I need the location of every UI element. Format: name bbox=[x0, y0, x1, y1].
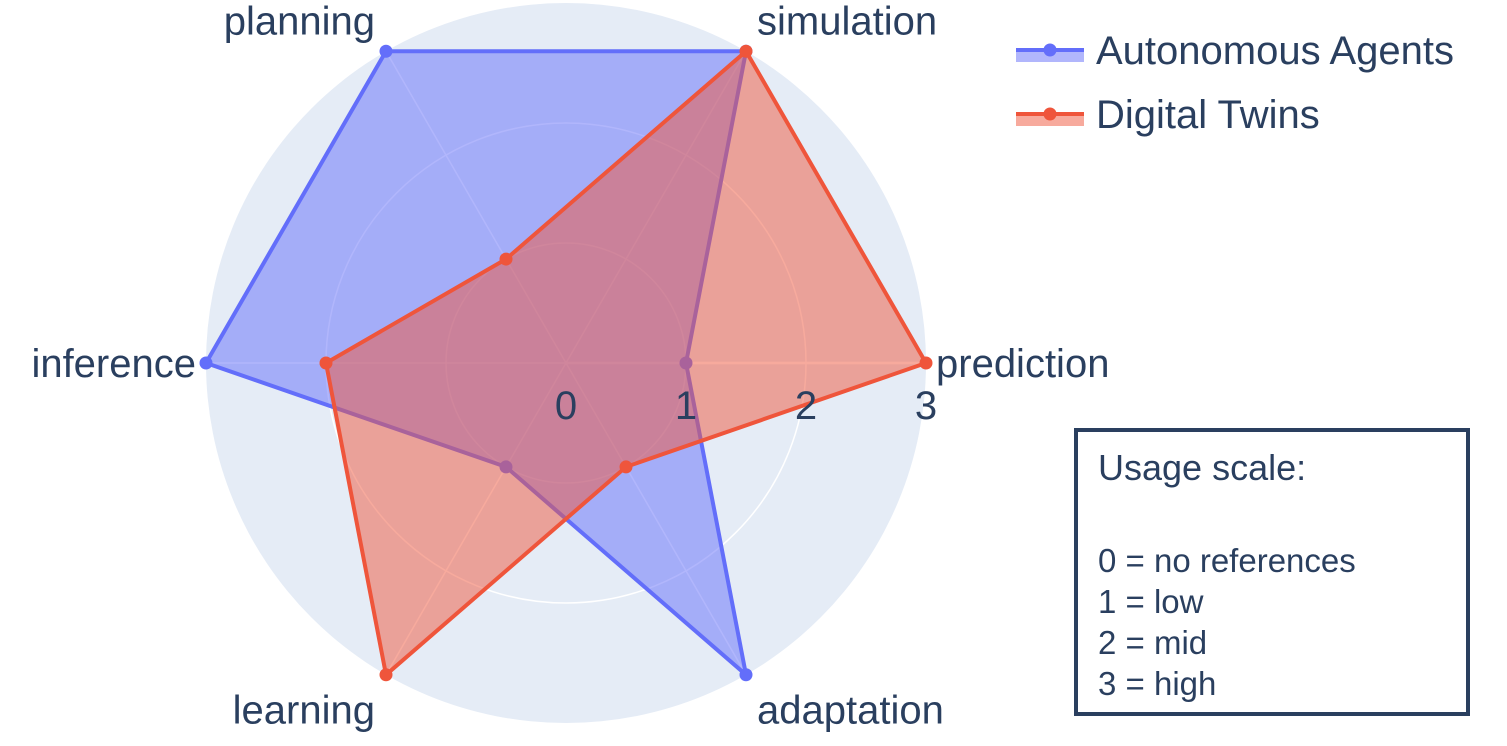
axis-label-adaptation: adaptation bbox=[757, 688, 944, 732]
legend-item-digital-twins[interactable]: Digital Twins bbox=[1016, 93, 1320, 137]
point-digital-twins-prediction bbox=[919, 356, 933, 370]
point-digital-twins-adaptation bbox=[619, 460, 633, 474]
legend-marker-digital-twins bbox=[1043, 107, 1057, 121]
legend-marker-autonomous-agents bbox=[1043, 43, 1057, 57]
usage-scale-title: Usage scale: bbox=[1098, 447, 1307, 488]
axis-label-inference: inference bbox=[31, 342, 196, 386]
point-digital-twins-inference bbox=[319, 356, 333, 370]
angular-axis-labels: prediction simulation planning inference lea… bbox=[31, 0, 1109, 732]
usage-scale-box: Usage scale: 0 = no references 1 = low 2… bbox=[1074, 428, 1470, 716]
point-digital-twins-planning bbox=[499, 252, 513, 266]
radial-tick-labels: 0 1 2 3 bbox=[555, 384, 937, 428]
point-autonomous-agents-planning bbox=[379, 44, 393, 58]
axis-label-simulation: simulation bbox=[757, 0, 937, 44]
radial-tick-1: 1 bbox=[675, 384, 697, 428]
point-digital-twins-learning bbox=[379, 668, 393, 682]
point-autonomous-agents-adaptation bbox=[739, 668, 753, 682]
point-autonomous-agents-inference bbox=[199, 356, 213, 370]
legend-label-digital-twins: Digital Twins bbox=[1096, 93, 1320, 137]
radial-tick-0: 0 bbox=[555, 384, 577, 428]
legend-label-autonomous-agents: Autonomous Agents bbox=[1096, 29, 1454, 73]
series-layer bbox=[199, 44, 933, 682]
usage-scale-item-3: 3 = high bbox=[1098, 665, 1217, 702]
radial-tick-3: 3 bbox=[915, 384, 937, 428]
radial-tick-2: 2 bbox=[795, 384, 817, 428]
point-digital-twins-simulation bbox=[739, 44, 753, 58]
legend-item-autonomous-agents[interactable]: Autonomous Agents bbox=[1016, 29, 1454, 73]
series-digital-twins bbox=[319, 44, 933, 682]
axis-label-planning: planning bbox=[224, 0, 375, 44]
usage-scale-item-1: 1 = low bbox=[1098, 583, 1204, 620]
usage-scale-list: 0 = no references 1 = low 2 = mid 3 = hi… bbox=[1098, 540, 1466, 704]
legend[interactable]: Autonomous Agents Digital Twins bbox=[1016, 29, 1454, 137]
usage-scale-item-2: 2 = mid bbox=[1098, 624, 1208, 661]
axis-label-prediction: prediction bbox=[936, 342, 1109, 386]
usage-scale-item-0: 0 = no references bbox=[1098, 542, 1356, 579]
axis-label-learning: learning bbox=[233, 688, 375, 732]
